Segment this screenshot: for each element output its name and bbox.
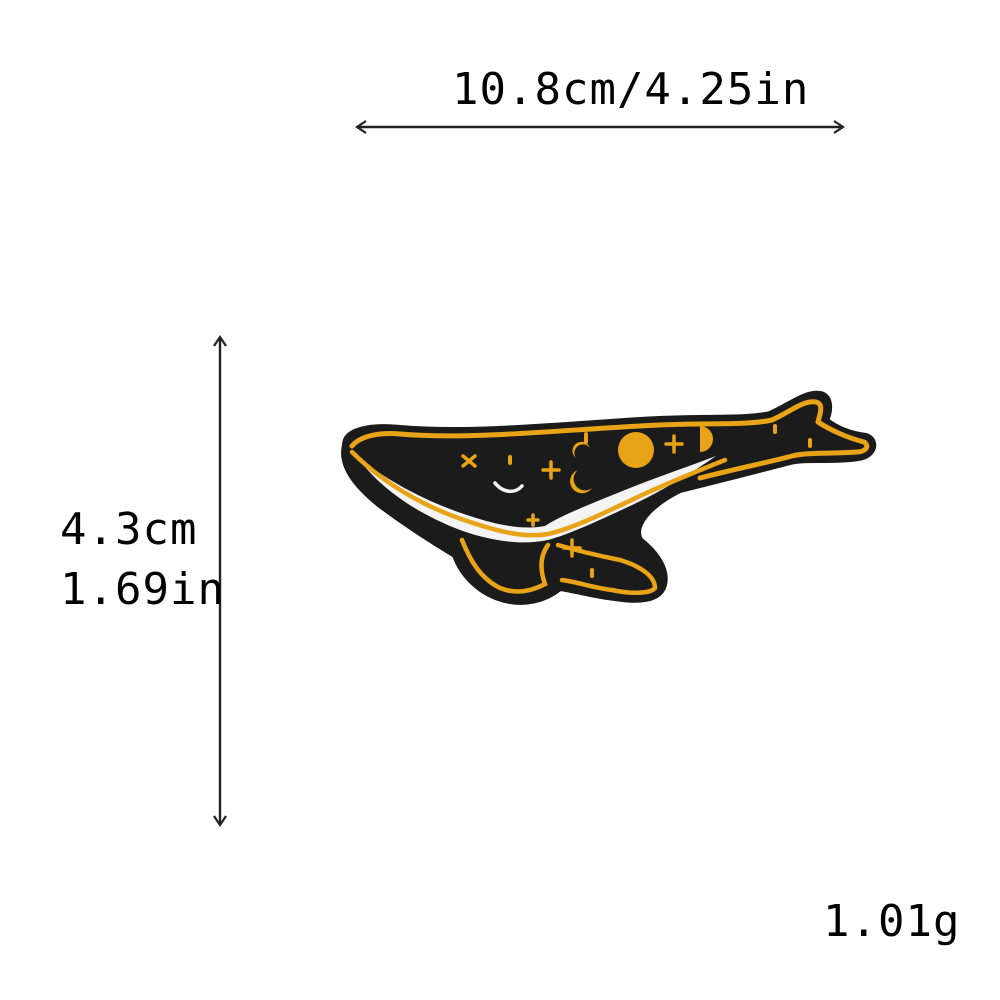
star-dot [773,424,777,434]
weight-label: 1.01g [823,896,961,947]
full-moon-icon [618,432,654,468]
height-cm-label: 4.3cm [60,504,198,555]
whale-tail-outline [697,419,870,481]
half-moon-icon [700,426,713,452]
crescent-moon-icon [570,470,592,494]
crescent-moon-icon [572,441,590,458]
width-label: 10.8cm/4.25in [452,64,810,115]
moon-phase-icons [570,424,812,578]
whale-eye [508,455,512,465]
sparkle-crosses [461,434,684,558]
whale-patch-icon [341,390,877,605]
star-dot [590,568,594,578]
whale-pectoral-fin [555,542,658,595]
star-dot [584,432,588,444]
whale-front-flipper [459,537,551,594]
whale-smile [493,481,524,493]
whale-belly-outline [349,449,728,538]
whale-belly [358,456,716,543]
whale-outline-top [349,399,824,449]
star-dot [808,438,812,448]
height-in-label: 1.69in [60,564,225,615]
